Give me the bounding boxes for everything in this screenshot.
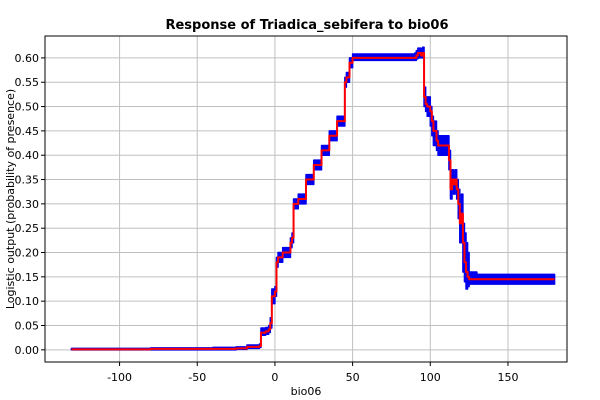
y-tick-label: 0.50 (15, 101, 40, 114)
y-tick-label: 0.25 (15, 222, 40, 235)
mean-line-layer (71, 52, 555, 351)
x-axis-label: bio06 (291, 385, 322, 398)
tick-layer: -100 -50 0 50 100 150 0.00 0.05 0.10 0.15 0.20 0.25… (15, 52, 519, 384)
y-tick-label: 0.10 (15, 295, 40, 308)
y-tick-label: 0.40 (15, 149, 40, 162)
grid-layer (45, 36, 567, 362)
x-tick-label: 0 (271, 371, 278, 384)
mean-response-line (71, 52, 555, 351)
x-tick-label: 100 (420, 371, 441, 384)
axis-layer (44, 35, 568, 363)
plot-frame (44, 35, 568, 363)
y-tick-label: 0.20 (15, 247, 40, 260)
y-tick-label: 0.30 (15, 198, 40, 211)
y-axis-label: Logistic output (probability of presence… (4, 89, 17, 309)
x-tick-label: -100 (107, 371, 132, 384)
y-tick-label: 0.35 (15, 174, 40, 187)
x-tick-label: -50 (188, 371, 206, 384)
chart-title: Response of Triadica_sebifera to bio06 (165, 18, 448, 33)
x-tick-label: 50 (346, 371, 360, 384)
x-tick-label: 150 (497, 371, 518, 384)
y-tick-label: 0.00 (15, 344, 40, 357)
y-tick-label: 0.60 (15, 52, 40, 65)
y-tick-label: 0.05 (15, 320, 40, 333)
y-tick-label: 0.45 (15, 125, 40, 138)
y-tick-label: 0.55 (15, 76, 40, 89)
y-tick-label: 0.15 (15, 271, 40, 284)
